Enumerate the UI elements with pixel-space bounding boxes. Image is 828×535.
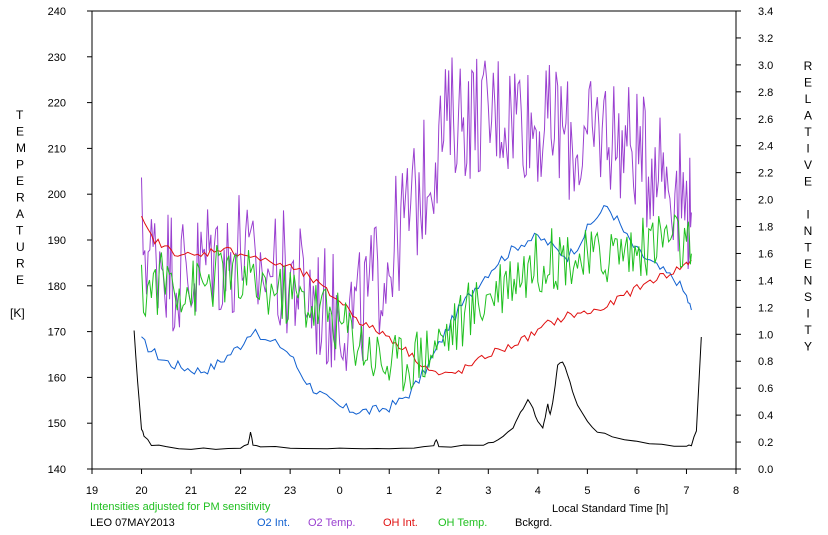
legend-entry: OH Temp. (438, 517, 487, 529)
y-left-label-letter: R (16, 257, 25, 271)
x-tick-label: 8 (733, 485, 739, 497)
y-left-label-letter: M (16, 141, 26, 155)
y-right-label-letter: T (804, 323, 812, 337)
series-line-o2-temp (141, 57, 692, 371)
y-left-label-letter: E (16, 125, 24, 139)
y-right-tick-label: 0.0 (758, 464, 773, 476)
y-right-tick-label: 2.6 (758, 114, 773, 126)
y-left-label-letter: [K] (10, 306, 25, 320)
y-left-tick-label: 220 (48, 98, 66, 110)
y-right-label-letter: N (804, 224, 813, 238)
x-tick-label: 22 (234, 485, 246, 497)
axes: 19 20 21 22 23 0 1 2 3 4 5 6 7 8140150160170180190200… (48, 6, 774, 497)
y-right-tick-label: 2.0 (758, 195, 773, 207)
y-left-tick-label: 180 (48, 281, 66, 293)
y-right-tick-label: 3.0 (758, 60, 773, 72)
x-tick-label: 20 (135, 485, 147, 497)
legend-entry: O2 Int. (257, 517, 290, 529)
y-right-tick-label: 1.8 (758, 222, 773, 234)
y-left-tick-label: 190 (48, 235, 66, 247)
y-right-label-letter: I (806, 208, 809, 222)
series-line-bckgrd (133, 330, 702, 450)
y-left-label-letter: E (16, 174, 24, 188)
y-left-label-letter: T (16, 224, 24, 238)
station-label: LEO 07MAY2013 (90, 517, 175, 529)
y-right-label-letter: V (804, 158, 812, 172)
y-right-tick-label: 1.4 (758, 275, 773, 287)
x-axis-label: Local Standard Time [h] (552, 503, 668, 515)
y-left-tick-label: 200 (48, 189, 66, 201)
x-tick-label: 7 (683, 485, 689, 497)
y-left-label-letter: P (16, 158, 24, 172)
legend-entry: Bckgrd. (515, 517, 552, 529)
y-right-tick-label: 0.2 (758, 437, 773, 449)
y-left-label-letter: U (16, 240, 25, 254)
y-right-tick-label: 1.2 (758, 302, 773, 314)
y-left-label-letter: E (16, 273, 24, 287)
y-right-tick-label: 2.4 (758, 141, 773, 153)
y-left-tick-label: 160 (48, 372, 66, 384)
y-right-tick-label: 0.4 (758, 410, 773, 422)
y-left-label-letter: T (16, 108, 24, 122)
y-right-label-letter: T (804, 125, 812, 139)
y-left-label-letter: A (16, 207, 24, 221)
y-left-tick-label: 140 (48, 464, 66, 476)
y-right-tick-label: 0.6 (758, 383, 773, 395)
legend-entry: O2 Temp. (308, 517, 356, 529)
y-right-label-letter: E (804, 257, 812, 271)
legend-entry: OH Int. (383, 517, 418, 529)
y-left-tick-label: 240 (48, 6, 66, 18)
y-right-label-letter: A (804, 109, 812, 123)
y-right-label-letter: E (804, 76, 812, 90)
y-right-tick-label: 2.2 (758, 168, 773, 180)
y-right-label-letter: Y (804, 340, 812, 354)
x-tick-label: 23 (284, 485, 296, 497)
x-tick-label: 5 (584, 485, 590, 497)
y-left-tick-label: 210 (48, 143, 66, 155)
y-right-tick-label: 2.8 (758, 87, 773, 99)
x-tick-label: 19 (86, 485, 98, 497)
x-tick-label: 4 (535, 485, 541, 497)
plot-frame (91, 10, 737, 470)
x-tick-label: 21 (185, 485, 197, 497)
y-right-tick-label: 3.4 (758, 6, 773, 18)
series-layer (133, 57, 702, 450)
y-right-label-letter: E (804, 175, 812, 189)
y-right-label-letter: T (804, 241, 812, 255)
y-left-label-letter: R (16, 191, 25, 205)
y-right-label-letter: R (804, 59, 813, 73)
y-left-tick-label: 170 (48, 327, 66, 339)
legend: O2 Int. O2 Temp. OH Int. OH Temp. Bckgrd. (257, 517, 552, 529)
series-line-oh-temp (141, 214, 692, 392)
x-tick-label: 0 (337, 485, 343, 497)
y-left-tick-label: 230 (48, 52, 66, 64)
y-right-label-letter: N (804, 274, 813, 288)
y-right-label-letter: L (805, 92, 812, 106)
x-tick-label: 6 (634, 485, 640, 497)
y-right-tick-label: 0.8 (758, 356, 773, 368)
y-right-tick-label: 1.6 (758, 248, 773, 260)
y-right-tick-label: 1.0 (758, 329, 773, 341)
x-tick-label: 2 (436, 485, 442, 497)
x-tick-label: 3 (485, 485, 491, 497)
labels: Local Standard Time [h] Intensities adju… (10, 59, 813, 529)
x-tick-label: 1 (386, 485, 392, 497)
y-right-label-letter: I (806, 307, 809, 321)
y-right-tick-label: 3.2 (758, 33, 773, 45)
y-right-label-letter: I (806, 142, 809, 156)
pm-sensitivity-note: Intensities adjusted for PM sensitivity (90, 501, 271, 513)
series-line-oh-int (141, 215, 692, 376)
series-line-o2-int (141, 204, 692, 416)
y-right-label-letter: S (804, 290, 812, 304)
y-left-tick-label: 150 (48, 418, 66, 430)
